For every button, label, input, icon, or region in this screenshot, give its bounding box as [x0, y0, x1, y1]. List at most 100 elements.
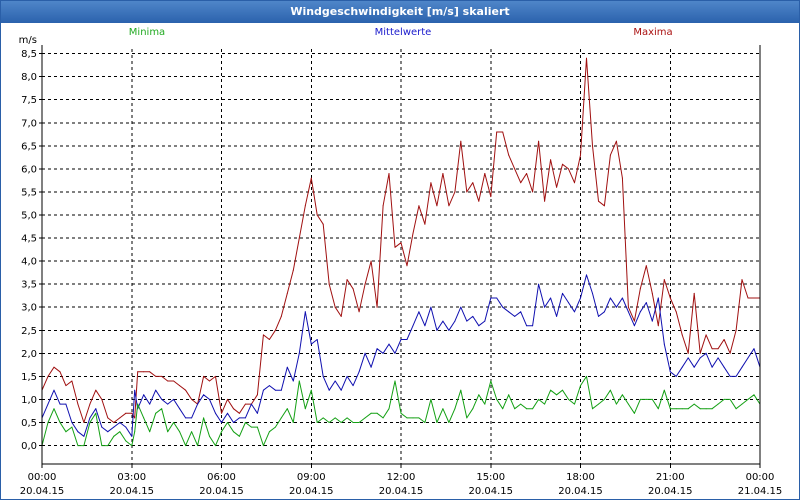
data-point-mittelwerte	[340, 389, 342, 391]
data-point-mittelwerte	[472, 315, 474, 317]
y-tick-label: 2,5	[21, 326, 37, 337]
data-point-mittelwerte	[574, 311, 575, 313]
data-point-mittelwerte	[244, 417, 246, 419]
data-point-maxima	[179, 385, 181, 387]
data-point-minima	[568, 398, 569, 400]
data-point-minima	[185, 445, 187, 447]
data-point-maxima	[466, 191, 468, 193]
data-point-maxima	[316, 214, 318, 216]
data-point-minima	[119, 431, 121, 433]
data-point-minima	[711, 408, 713, 410]
data-point-mittelwerte	[562, 292, 563, 294]
data-point-minima	[400, 412, 402, 414]
data-point-minima	[478, 394, 480, 396]
data-point-minima	[603, 398, 605, 400]
data-point-maxima	[460, 140, 462, 142]
data-point-mittelwerte	[508, 311, 510, 313]
data-point-minima	[155, 412, 157, 414]
data-point-minima	[227, 422, 228, 423]
data-point-minima	[394, 380, 396, 382]
data-point-minima	[592, 408, 593, 410]
data-point-minima	[268, 431, 270, 433]
data-point-mittelwerte	[651, 320, 653, 322]
data-point-maxima	[532, 191, 534, 193]
data-point-maxima	[346, 279, 348, 281]
y-tick-label: 6,5	[21, 141, 37, 152]
y-tick-label: 8,0	[21, 72, 37, 83]
data-point-mittelwerte	[149, 403, 151, 405]
window-title: Windgeschwindigkeit [m/s] skaliert	[1, 1, 799, 23]
data-point-mittelwerte	[592, 292, 593, 294]
data-point-maxima	[131, 412, 133, 414]
data-point-maxima	[484, 173, 486, 174]
x-tick-date: 20.04.15	[648, 486, 693, 497]
data-point-minima	[304, 408, 306, 410]
data-point-mittelwerte	[556, 315, 558, 317]
data-point-mittelwerte	[101, 426, 103, 428]
grid	[42, 49, 760, 464]
data-point-maxima	[262, 334, 264, 336]
data-point-minima	[161, 408, 163, 410]
data-point-maxima	[502, 131, 504, 133]
data-point-mittelwerte	[215, 412, 216, 414]
data-point-mittelwerte	[352, 385, 354, 387]
x-tick-time: 00:00	[746, 472, 775, 483]
data-point-mittelwerte	[203, 394, 205, 396]
data-point-maxima	[514, 168, 516, 170]
data-point-minima	[274, 426, 276, 428]
data-point-maxima	[711, 348, 713, 350]
data-point-maxima	[717, 348, 719, 350]
data-point-minima	[466, 417, 468, 419]
data-point-maxima	[520, 182, 522, 184]
data-point-minima	[125, 440, 127, 442]
data-point-mittelwerte	[364, 352, 366, 354]
y-tick-label: 7,5	[21, 95, 37, 106]
data-point-minima	[651, 398, 653, 400]
data-point-mittelwerte	[376, 348, 378, 350]
data-point-maxima	[490, 196, 492, 198]
data-point-minima	[514, 408, 516, 410]
data-point-maxima	[83, 422, 85, 423]
data-point-minima	[143, 417, 145, 419]
data-point-minima	[442, 408, 444, 410]
data-point-mittelwerte	[298, 352, 300, 354]
data-point-maxima	[430, 182, 432, 184]
data-point-maxima	[394, 246, 396, 248]
data-point-maxima	[442, 173, 444, 174]
data-point-minima	[484, 403, 486, 405]
data-point-maxima	[633, 320, 635, 322]
data-point-mittelwerte	[412, 325, 414, 327]
data-point-mittelwerte	[699, 357, 701, 359]
data-point-minima	[215, 445, 216, 447]
data-point-maxima	[244, 403, 246, 405]
x-tick-date: 20.04.15	[109, 486, 154, 497]
data-point-mittelwerte	[382, 352, 384, 354]
data-point-mittelwerte	[83, 435, 85, 437]
data-point-mittelwerte	[280, 389, 282, 391]
data-point-maxima	[143, 371, 145, 373]
data-point-mittelwerte	[544, 306, 546, 308]
data-point-minima	[681, 408, 683, 410]
data-point-minima	[167, 431, 169, 433]
data-point-minima	[256, 426, 258, 428]
data-point-maxima	[651, 292, 653, 294]
data-point-minima	[83, 445, 85, 447]
data-point-minima	[663, 389, 665, 391]
data-point-maxima	[71, 380, 73, 382]
data-point-mittelwerte	[478, 325, 480, 327]
data-point-mittelwerte	[47, 403, 49, 405]
data-point-maxima	[723, 339, 725, 340]
y-tick-label: 8,5	[21, 49, 37, 60]
data-point-mittelwerte	[167, 403, 169, 405]
data-point-mittelwerte	[179, 408, 181, 410]
data-point-minima	[53, 408, 55, 410]
data-point-maxima	[663, 279, 665, 281]
data-point-mittelwerte	[484, 320, 486, 322]
data-point-mittelwerte	[496, 297, 498, 299]
data-point-mittelwerte	[693, 366, 695, 368]
data-point-mittelwerte	[143, 394, 145, 396]
data-point-minima	[370, 412, 372, 414]
data-point-minima	[639, 398, 641, 400]
data-point-mittelwerte	[328, 389, 330, 391]
data-point-mittelwerte	[250, 403, 252, 405]
